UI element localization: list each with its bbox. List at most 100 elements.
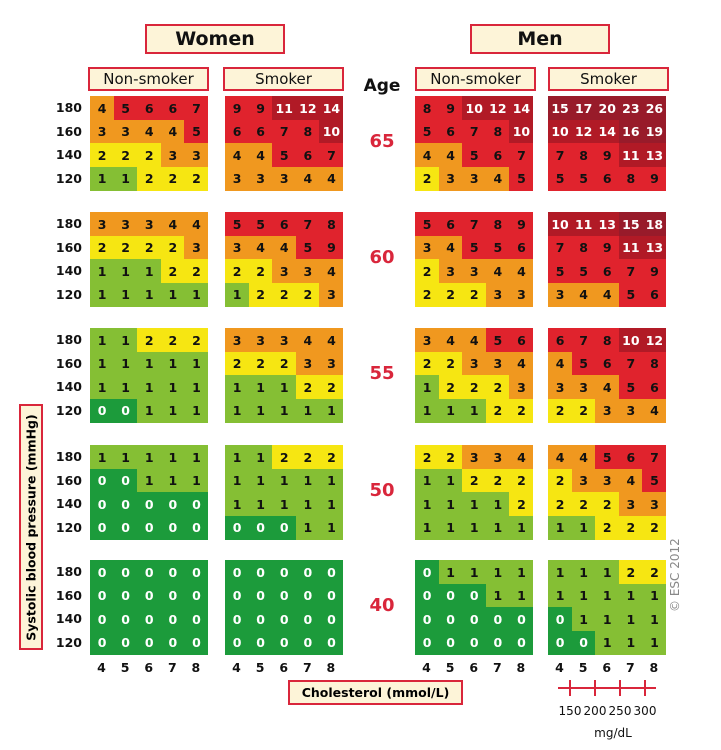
risk-cell: 6 (509, 235, 534, 260)
mgdl-tick: 150 (558, 704, 582, 718)
risk-cell: 1 (137, 445, 162, 469)
risk-cell: 1 (160, 282, 185, 307)
risk-cell: 1 (225, 445, 250, 469)
risk-cell: 3 (509, 375, 534, 399)
cholesterol-tick: 4 (232, 660, 241, 675)
risk-cell: 4 (595, 375, 620, 399)
risk-cell: 3 (248, 166, 273, 191)
risk-cell: 1 (462, 492, 487, 516)
risk-cell: 15 (548, 96, 573, 120)
risk-cell: 4 (509, 259, 534, 283)
risk-cell: 8 (485, 119, 510, 144)
risk-cell: 2 (438, 282, 463, 307)
risk-cell: 4 (438, 143, 463, 167)
risk-cell: 4 (160, 212, 185, 236)
risk-cell: 10 (462, 96, 487, 120)
risk-cell: 1 (642, 630, 667, 655)
risk-cell: 7 (548, 235, 573, 260)
risk-cell: 0 (137, 607, 162, 631)
risk-cell: 0 (438, 607, 463, 631)
risk-cell: 1 (509, 583, 534, 608)
risk-cell: 5 (571, 351, 596, 376)
bp-label-140: 140 (55, 611, 82, 626)
risk-cell: 1 (113, 282, 138, 307)
risk-cell: 0 (160, 607, 185, 631)
cholesterol-tick: 8 (326, 660, 336, 675)
y-axis-label: Systolic blood pressure (mmHg) (19, 404, 43, 650)
risk-cell: 1 (90, 351, 115, 376)
risk-cell: 2 (160, 166, 185, 191)
risk-cell: 1 (137, 375, 162, 399)
bp-label-180: 180 (55, 100, 82, 115)
risk-cell: 1 (113, 259, 138, 283)
risk-cell: 7 (618, 259, 643, 283)
risk-cell: 1 (160, 398, 185, 423)
risk-cell: 2 (272, 282, 297, 307)
risk-cell: 1 (462, 398, 487, 423)
risk-cell: 2 (415, 166, 440, 191)
mgdl-tick: 200 (583, 704, 607, 718)
cholesterol-tick: 7 (492, 660, 502, 675)
risk-cell: 2 (618, 560, 643, 584)
risk-cell: 0 (438, 583, 463, 608)
risk-cell: 9 (319, 235, 344, 260)
risk-cell: 1 (485, 560, 510, 584)
risk-cell: 26 (642, 96, 667, 120)
risk-cell: 3 (438, 166, 463, 191)
risk-cell: 2 (160, 259, 185, 283)
risk-cell: 5 (548, 259, 573, 283)
risk-cell: 2 (571, 492, 596, 516)
bp-label-180: 180 (55, 564, 82, 579)
bp-label-140: 140 (55, 263, 82, 278)
risk-cell: 1 (595, 630, 620, 655)
risk-cell: 1 (509, 560, 534, 584)
risk-cell: 0 (548, 630, 573, 655)
x-axis-label: Cholesterol (mmol/L) (288, 680, 463, 705)
risk-cell: 4 (595, 282, 620, 307)
risk-cell: 0 (137, 630, 162, 655)
risk-cell: 11 (618, 235, 643, 260)
risk-cell: 0 (571, 630, 596, 655)
risk-cell: 10 (509, 119, 534, 144)
risk-cell: 1 (160, 445, 185, 469)
risk-cell: 6 (595, 351, 620, 376)
risk-cell: 1 (248, 468, 273, 493)
risk-cell: 1 (571, 515, 596, 540)
risk-cell: 6 (485, 143, 510, 167)
risk-cell: 5 (642, 468, 667, 493)
risk-cell: 0 (248, 630, 273, 655)
risk-cell: 8 (415, 96, 440, 120)
risk-cell: 0 (90, 515, 115, 540)
risk-cell: 1 (485, 515, 510, 540)
risk-cell: 1 (319, 468, 344, 493)
risk-cell: 5 (485, 328, 510, 352)
risk-cell: 0 (184, 583, 209, 608)
risk-cell: 1 (415, 398, 440, 423)
risk-cell: 3 (462, 351, 487, 376)
risk-cell: 3 (462, 445, 487, 469)
cholesterol-tick: 7 (302, 660, 312, 675)
risk-cell: 1 (642, 607, 667, 631)
risk-cell: 0 (160, 492, 185, 516)
risk-cell: 5 (462, 143, 487, 167)
risk-cell: 1 (415, 468, 440, 493)
risk-cell: 3 (462, 259, 487, 283)
risk-cell: 0 (225, 607, 250, 631)
risk-cell: 12 (295, 96, 320, 120)
risk-cell: 0 (248, 515, 273, 540)
risk-cell: 2 (509, 398, 534, 423)
risk-cell: 1 (160, 468, 185, 493)
risk-cell: 2 (295, 445, 320, 469)
risk-cell: 2 (319, 375, 344, 399)
risk-cell: 6 (618, 445, 643, 469)
risk-cell: 3 (225, 328, 250, 352)
risk-cell: 0 (509, 607, 534, 631)
risk-cell: 0 (90, 560, 115, 584)
risk-cell: 2 (571, 398, 596, 423)
risk-cell: 0 (90, 492, 115, 516)
risk-cell: 6 (295, 143, 320, 167)
